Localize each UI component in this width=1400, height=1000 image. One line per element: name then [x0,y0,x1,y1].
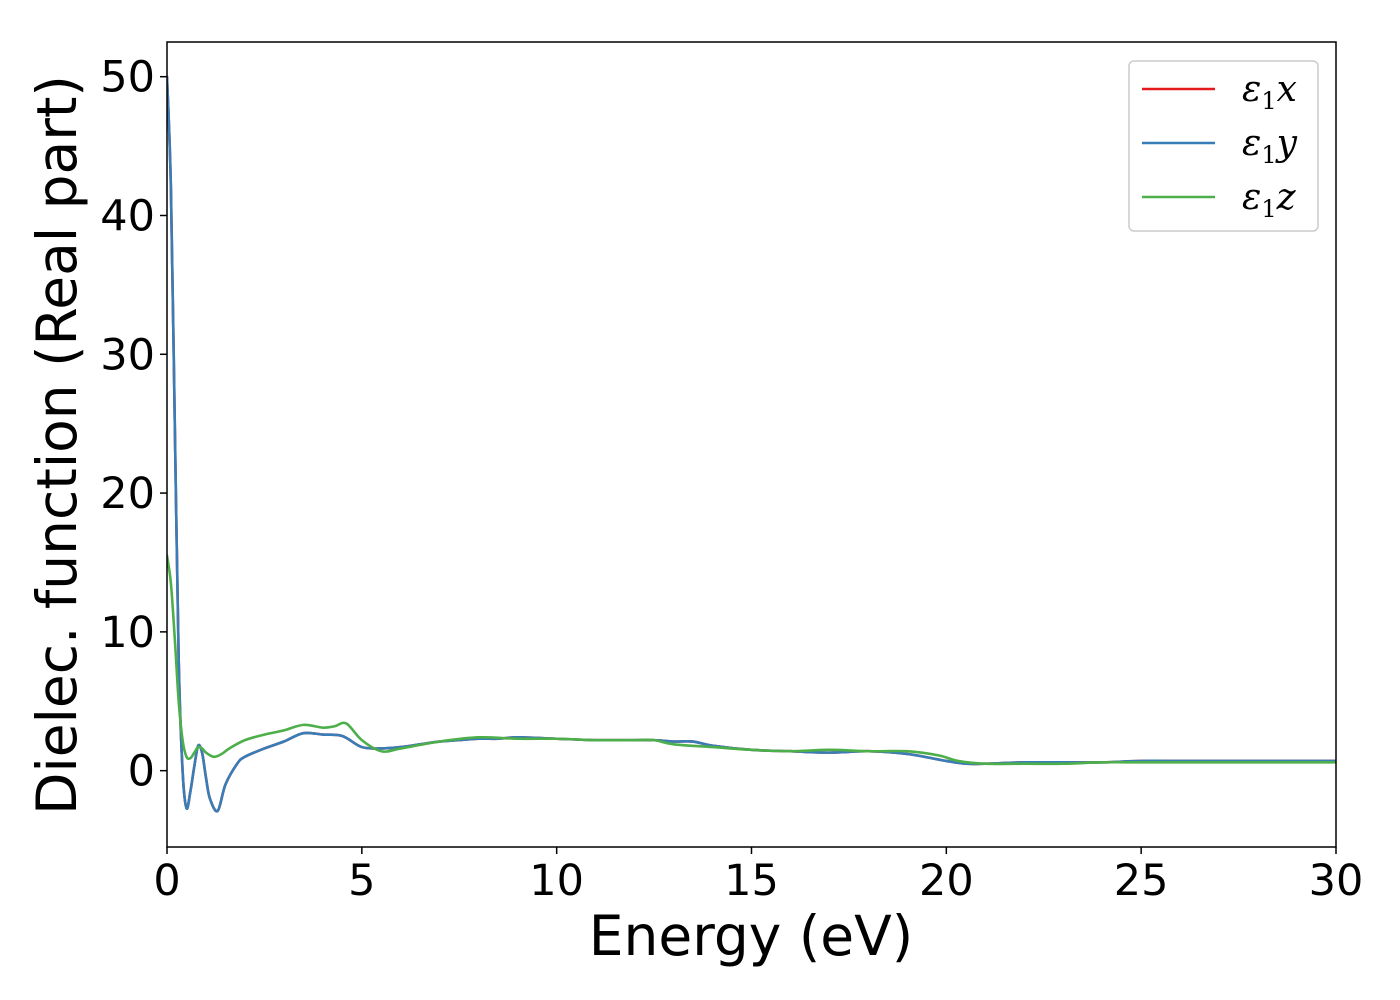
y-tick-label: 40 [100,191,155,241]
legend-component: y [1275,123,1298,164]
x-tick-label: 30 [1309,856,1364,906]
legend-epsilon: ε [1242,177,1261,218]
x-tick-label: 10 [529,856,584,906]
series-line-z [167,554,1336,766]
series-layer [167,75,1336,813]
x-axis: 0 5 10 15 20 25 30 [153,847,1363,906]
x-tick-label: 0 [153,856,180,906]
y-tick-label: 0 [128,747,155,797]
legend-component: z [1276,177,1297,218]
y-tick-label: 50 [100,53,155,103]
legend-subscript: 1 [1261,87,1276,115]
legend-label-z: ε1z [1242,177,1297,223]
legend-label-x: ε1x [1242,69,1297,115]
legend-epsilon: ε [1242,69,1261,110]
legend-box [1128,60,1319,232]
legend-subscript: 1 [1261,141,1276,169]
y-axis-label: Dielec. function (Real part) [25,75,89,815]
y-tick-label: 30 [100,330,155,380]
legend-component: x [1277,69,1297,110]
legend-label-y: ε1y [1242,123,1298,169]
x-axis-label: Energy (eV) [589,904,913,968]
y-tick-label: 10 [100,608,155,658]
legend-subscript: 1 [1261,195,1276,223]
legend-epsilon: ε [1242,123,1261,164]
x-tick-label: 25 [1114,856,1169,906]
x-tick-label: 20 [919,856,974,906]
y-tick-label: 20 [100,469,155,519]
x-tick-label: 15 [724,856,779,906]
y-axis: 0 10 20 30 40 50 [100,53,167,797]
x-tick-label: 5 [348,856,375,906]
